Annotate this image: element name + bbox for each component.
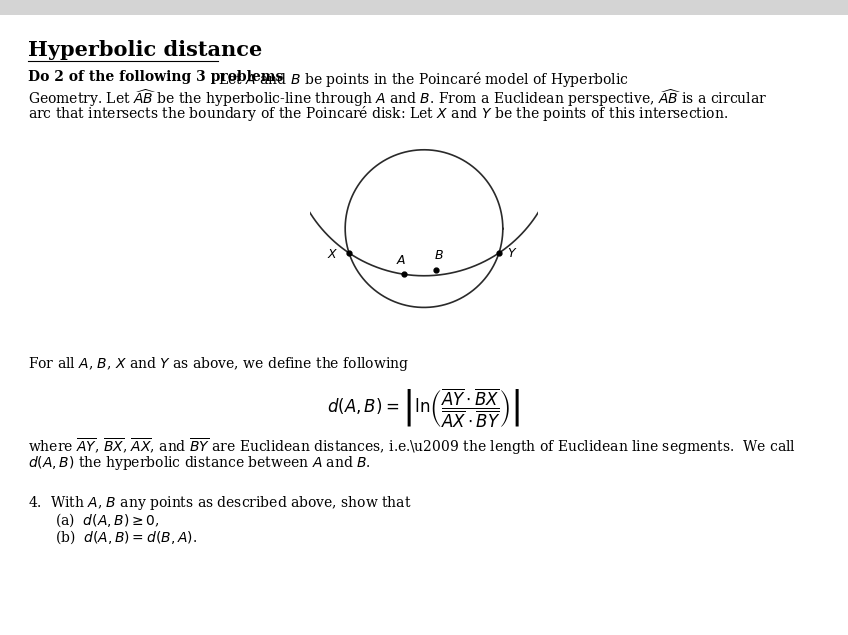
Text: Hyperbolic distance: Hyperbolic distance <box>28 40 262 60</box>
Text: arc that intersects the boundary of the Poincaré disk: Let $X$ and $Y$ be the po: arc that intersects the boundary of the … <box>28 104 728 123</box>
Text: where $\overline{AY}$, $\overline{BX}$, $\overline{AX}$, and $\overline{BY}$ are: where $\overline{AY}$, $\overline{BX}$, … <box>28 437 795 457</box>
Text: $A$: $A$ <box>396 254 406 267</box>
Text: For all $A$, $B$, $X$ and $Y$ as above, we define the following: For all $A$, $B$, $X$ and $Y$ as above, … <box>28 355 409 373</box>
Text: Geometry. Let $\widehat{AB}$ be the hyperbolic-line through $A$ and $B$. From a : Geometry. Let $\widehat{AB}$ be the hype… <box>28 87 767 109</box>
Text: (a)  $d(A,B) \geq 0$,: (a) $d(A,B) \geq 0$, <box>55 511 159 529</box>
Text: (b)  $d(A,B) = d(B, A)$.: (b) $d(A,B) = d(B, A)$. <box>55 528 197 545</box>
Text: $d(A, B) = \left|\ln\!\left(\dfrac{\overline{AY} \cdot \overline{BX}}{\overline{: $d(A, B) = \left|\ln\!\left(\dfrac{\over… <box>327 387 521 431</box>
FancyBboxPatch shape <box>0 0 848 15</box>
Text: Do 2 of the following 3 problems: Do 2 of the following 3 problems <box>28 70 283 84</box>
Text: $B$: $B$ <box>434 250 444 262</box>
Text: 4.  With $A$, $B$ any points as described above, show that: 4. With $A$, $B$ any points as described… <box>28 494 411 512</box>
Text: Let $A$ and $B$ be points in the Poincaré model of Hyperbolic: Let $A$ and $B$ be points in the Poincar… <box>214 70 629 89</box>
Text: $Y$: $Y$ <box>507 246 517 260</box>
Text: $X$: $X$ <box>326 248 338 261</box>
Text: $d(A, B)$ the hyperbolic distance between $A$ and $B$.: $d(A, B)$ the hyperbolic distance betwee… <box>28 454 371 472</box>
